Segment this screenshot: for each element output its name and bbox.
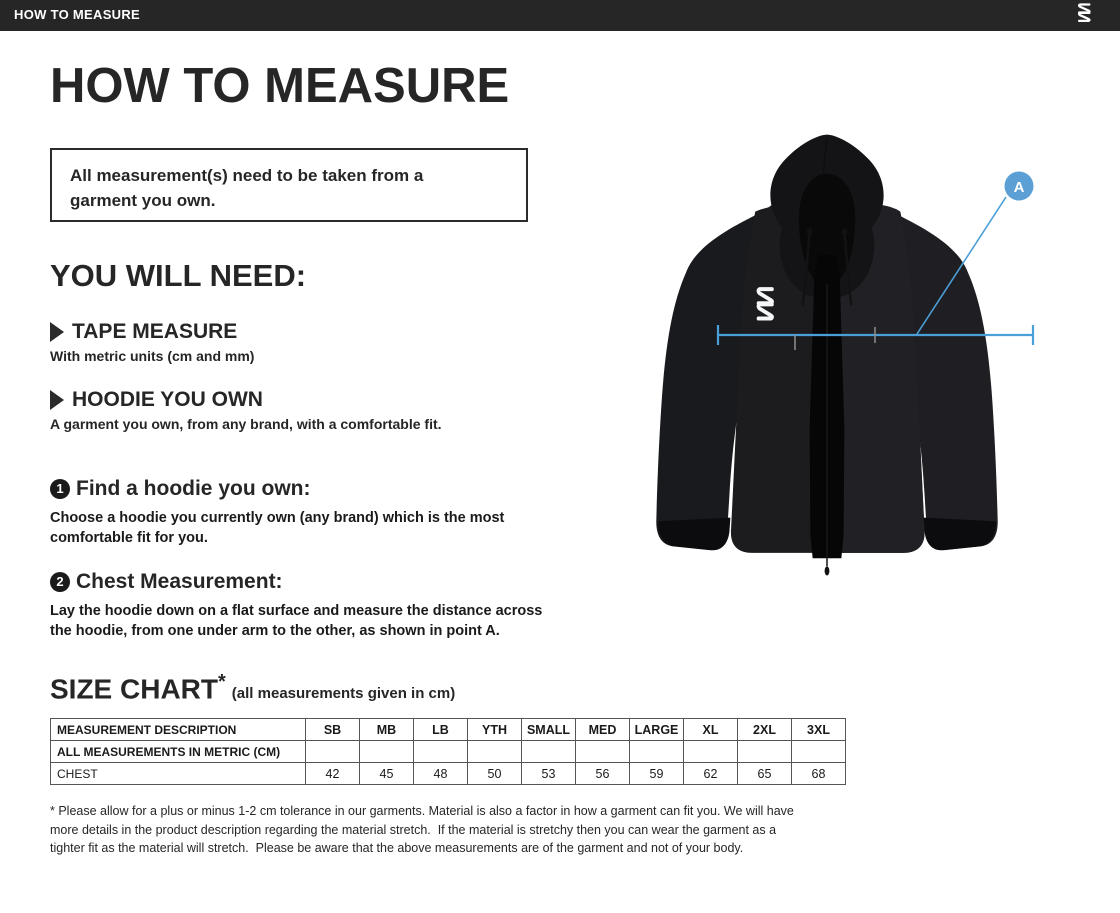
svg-text:SURRIDGE: SURRIDGE	[1067, 34, 1102, 41]
svg-text:A: A	[1014, 179, 1025, 196]
